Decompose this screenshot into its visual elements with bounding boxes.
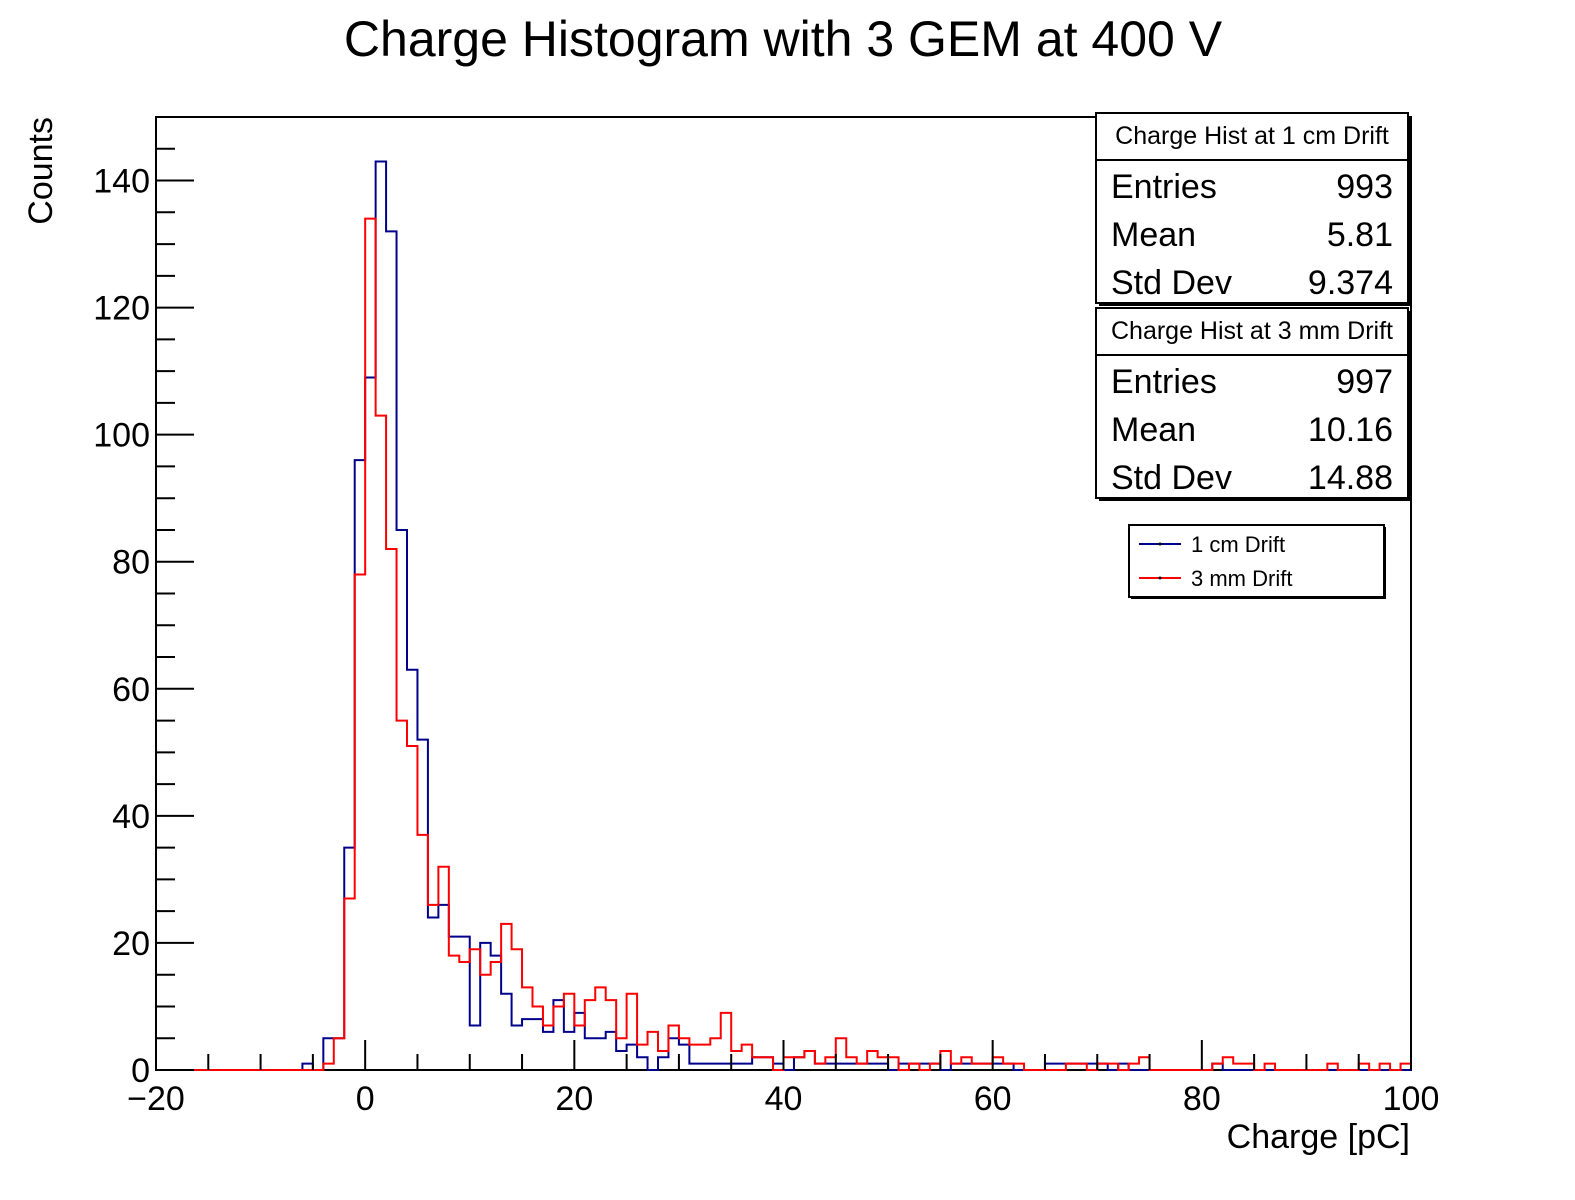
y-tick-label: 60 bbox=[112, 671, 150, 709]
x-tick-label: 100 bbox=[1383, 1080, 1440, 1118]
stats-box-frame bbox=[1095, 112, 1409, 304]
y-tick-label: 140 bbox=[93, 163, 150, 201]
stats-box-frame bbox=[1095, 307, 1409, 499]
stats-box-title: Charge Hist at 1 cm Drift bbox=[1115, 122, 1389, 150]
y-tick-label: 80 bbox=[112, 544, 150, 582]
stats-box-title: Charge Hist at 3 mm Drift bbox=[1111, 317, 1393, 345]
legend-label: 1 cm Drift bbox=[1191, 532, 1285, 557]
legend-marker bbox=[1158, 542, 1162, 546]
y-axis-label: Counts bbox=[22, 117, 60, 225]
x-tick-label: 20 bbox=[555, 1080, 593, 1118]
y-tick-label: 120 bbox=[93, 290, 150, 328]
stats-row-label: Mean bbox=[1111, 411, 1196, 449]
x-tick-label: −20 bbox=[127, 1080, 185, 1118]
stats-row-label: Entries bbox=[1111, 363, 1217, 401]
stats-box: Charge Hist at 1 cm Drift Entries 993 Mean 5… bbox=[1095, 112, 1411, 306]
stats-row-value: 14.88 bbox=[1308, 459, 1393, 497]
y-tick-label: 100 bbox=[93, 417, 150, 455]
stats-row-value: 5.81 bbox=[1327, 216, 1393, 254]
stats-row-value: 993 bbox=[1336, 168, 1393, 206]
legend-marker bbox=[1158, 576, 1162, 580]
x-tick-label: 80 bbox=[1183, 1080, 1221, 1118]
stats-row-label: Mean bbox=[1111, 216, 1196, 254]
y-tick-label: 0 bbox=[131, 1052, 150, 1090]
x-axis-label: Charge [pC] bbox=[1227, 1118, 1410, 1156]
stats-row-label: Std Dev bbox=[1111, 264, 1232, 302]
y-tick-label: 40 bbox=[112, 798, 150, 836]
x-tick-label: 60 bbox=[974, 1080, 1012, 1118]
y-tick-label: 20 bbox=[112, 925, 150, 963]
stats-row-label: Entries bbox=[1111, 168, 1217, 206]
x-tick-label: 40 bbox=[765, 1080, 803, 1118]
stats-row-value: 10.16 bbox=[1308, 411, 1393, 449]
legend-frame bbox=[1128, 524, 1385, 598]
stats-row-value: 9.374 bbox=[1308, 264, 1393, 302]
stats-box: Charge Hist at 3 mm Drift Entries 997 Mean 1… bbox=[1095, 307, 1411, 501]
x-tick-label: 0 bbox=[356, 1080, 375, 1118]
stats-row-label: Std Dev bbox=[1111, 459, 1232, 497]
stats-row-value: 997 bbox=[1336, 363, 1393, 401]
chart-title: Charge Histogram with 3 GEM at 400 V bbox=[344, 11, 1223, 67]
legend-label: 3 mm Drift bbox=[1191, 566, 1292, 591]
